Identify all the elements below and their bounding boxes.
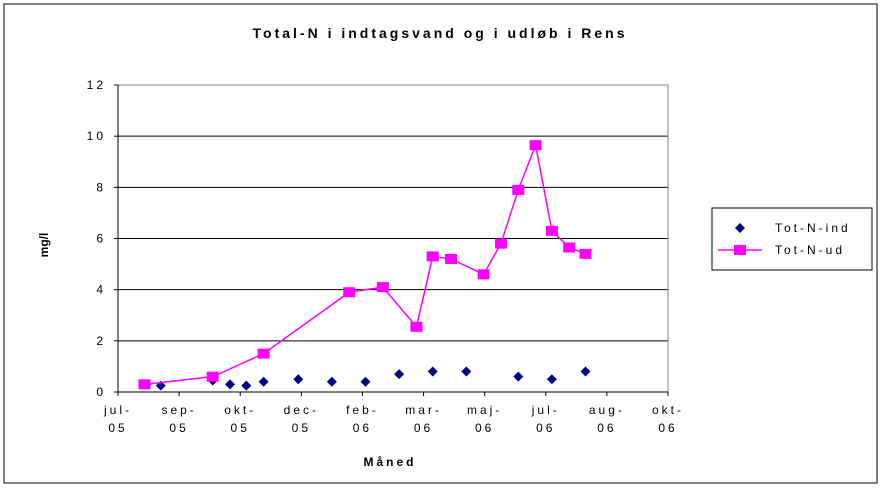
x-tick-label: jul-05: [103, 403, 132, 435]
data-point: [360, 376, 371, 387]
data-point: [293, 374, 304, 385]
data-point: [546, 374, 557, 385]
y-axis-label: mg/l: [37, 233, 51, 258]
data-point: [461, 366, 472, 377]
data-point: [343, 287, 356, 298]
data-point: [225, 379, 236, 390]
x-tick-label: okt-06: [652, 403, 684, 435]
y-tick-label: 4: [96, 283, 106, 297]
x-tick-label: aug-06: [589, 403, 625, 435]
x-axis-label: Måned: [363, 455, 416, 469]
data-point: [563, 242, 576, 253]
data-point: [257, 348, 270, 359]
data-point: [326, 376, 337, 387]
y-tick-label: 6: [96, 232, 106, 246]
data-point: [410, 321, 423, 332]
y-tick-label: 2: [96, 334, 106, 348]
data-point: [258, 376, 269, 387]
data-point: [512, 184, 525, 195]
data-point: [513, 371, 524, 382]
y-tick-label: 8: [96, 180, 106, 194]
x-tick-label: feb-06: [346, 403, 379, 435]
legend-label: Tot-N-ud: [775, 243, 845, 257]
data-point: [376, 282, 389, 293]
x-tick-label: dec-05: [284, 403, 319, 435]
data-point: [426, 251, 439, 262]
chart-title: Total-N i indtagsvand og i udløb i Rens: [253, 25, 628, 41]
data-point: [529, 140, 542, 151]
x-tick-label: okt-05: [224, 403, 256, 435]
data-point: [545, 225, 558, 236]
data-point: [445, 253, 458, 264]
data-point: [477, 269, 490, 280]
y-tick-label: 0: [96, 385, 106, 399]
data-point: [138, 379, 151, 390]
data-point: [394, 369, 405, 380]
y-tick-label: 10: [87, 129, 106, 143]
data-point: [494, 238, 507, 249]
data-point: [579, 248, 592, 259]
legend-marker: [735, 223, 745, 233]
data-point: [580, 366, 591, 377]
y-tick-label: 12: [87, 78, 106, 92]
legend-label: Tot-N-ind: [775, 221, 851, 235]
x-tick-label: mar-06: [405, 403, 442, 435]
data-point: [427, 366, 438, 377]
data-point: [241, 380, 252, 391]
x-tick-label: sep-05: [161, 403, 196, 435]
x-tick-label: maj-06: [467, 403, 502, 435]
legend-marker: [734, 245, 746, 255]
legend-box: [711, 207, 873, 271]
data-point: [206, 371, 219, 382]
x-tick-label: jul-06: [531, 403, 560, 435]
